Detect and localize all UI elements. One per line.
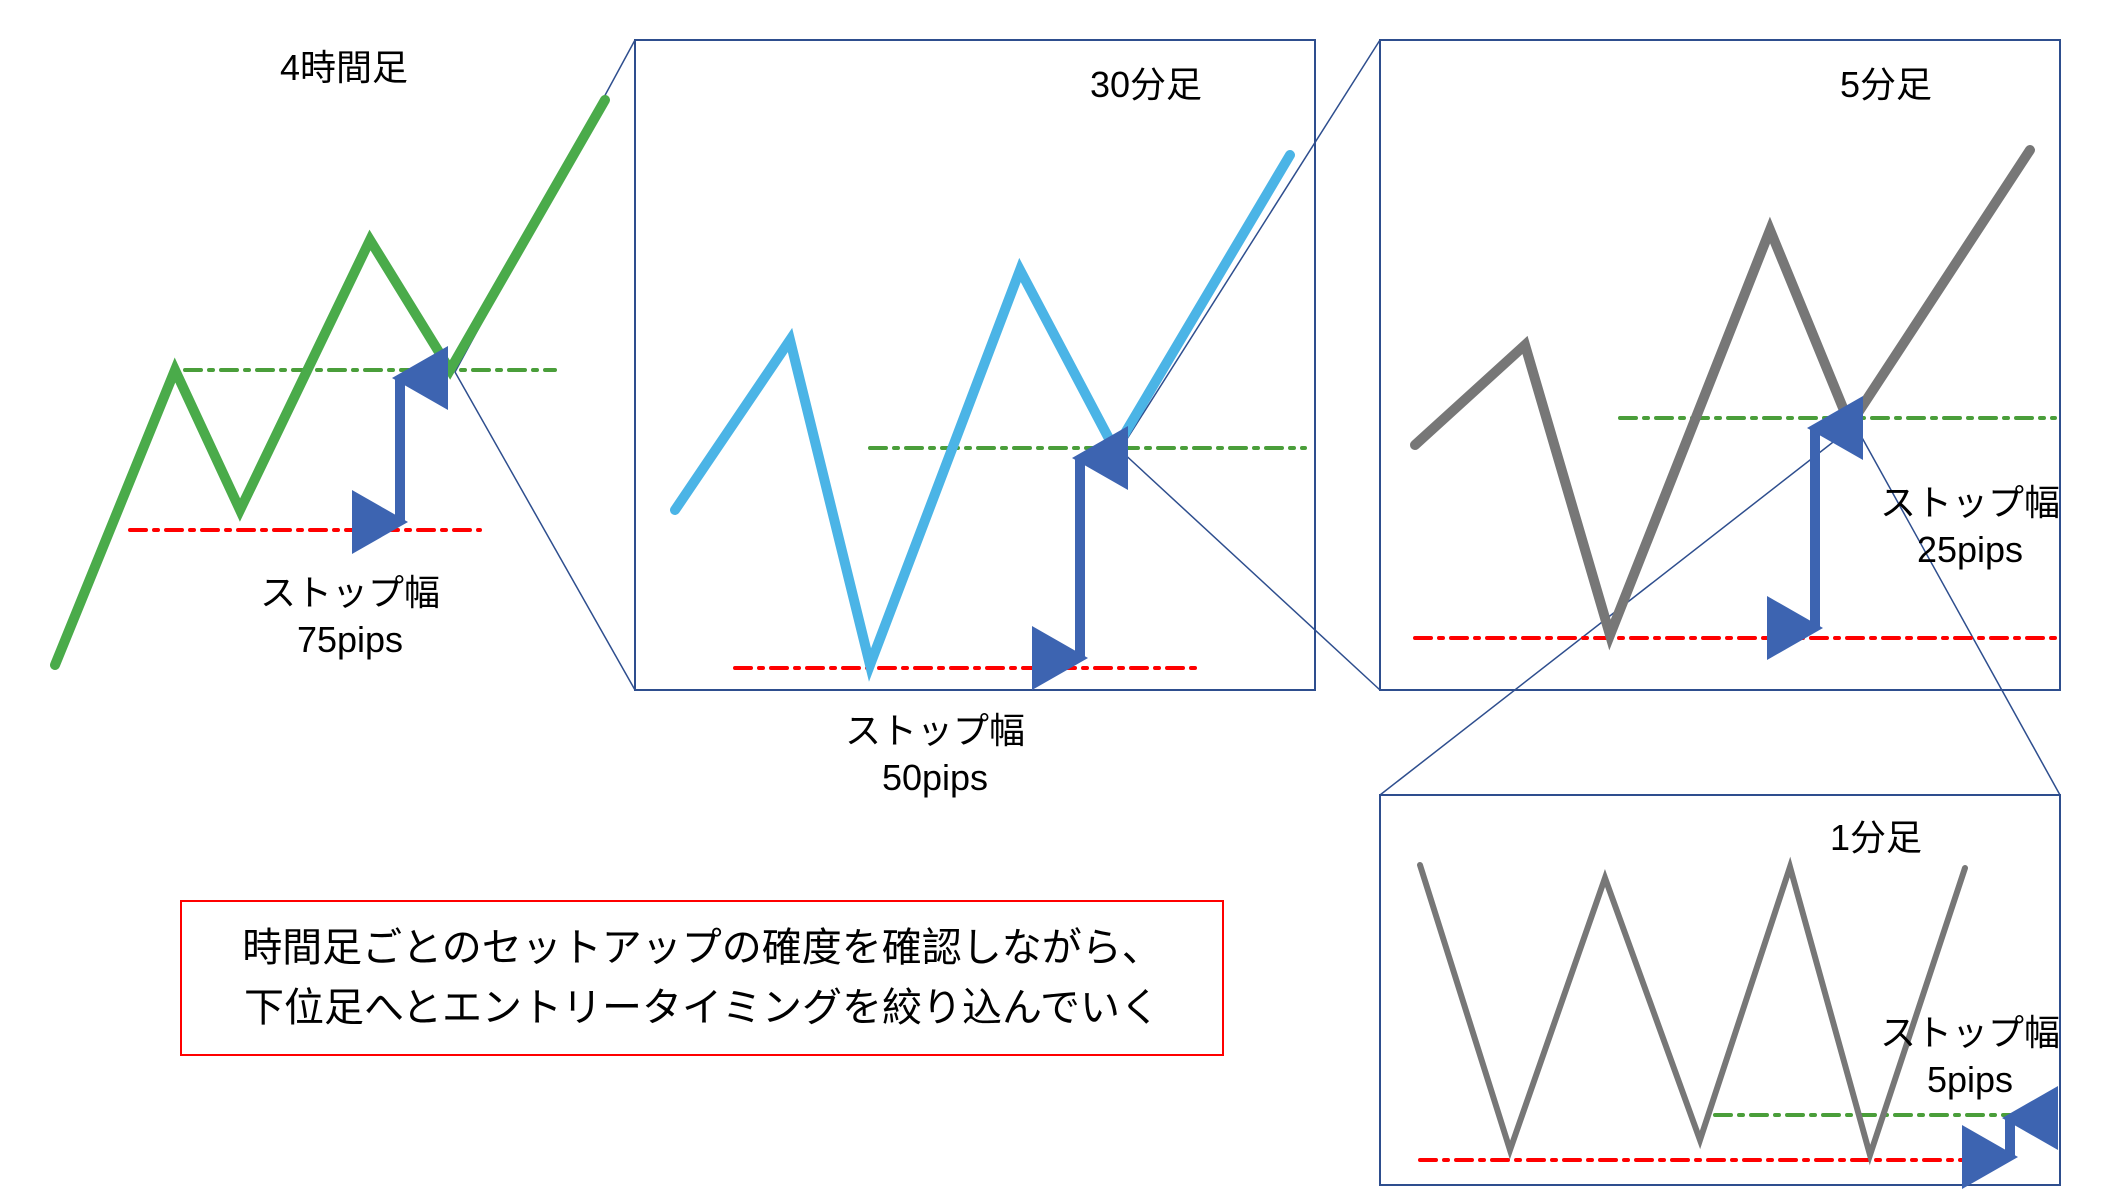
- panel-title-m5: 5分足: [1840, 62, 1932, 109]
- panel-title-m30: 30分足: [1090, 62, 1202, 109]
- stop-label-m1-l2: 5pips: [1927, 1059, 2013, 1100]
- stop-label-h4-l1: ストップ幅: [260, 572, 440, 613]
- stop-label-h4: ストップ幅 75pips: [260, 570, 440, 664]
- panel-title-h4: 4時間足: [280, 45, 408, 92]
- stop-label-h4-l2: 75pips: [297, 619, 403, 660]
- callout-box: 時間足ごとのセットアップの確度を確認しながら、 下位足へとエントリータイミングを…: [180, 900, 1224, 1056]
- stop-label-m30-l2: 50pips: [882, 757, 988, 798]
- stop-label-m1: ストップ幅 5pips: [1880, 1010, 2060, 1104]
- stop-label-m5: ストップ幅 25pips: [1880, 480, 2060, 574]
- panel-title-m1: 1分足: [1830, 815, 1922, 862]
- stop-label-m5-l1: ストップ幅: [1880, 482, 2060, 523]
- stop-label-m30-l1: ストップ幅: [845, 710, 1025, 751]
- stop-label-m5-l2: 25pips: [1917, 529, 2023, 570]
- stop-label-m1-l1: ストップ幅: [1880, 1012, 2060, 1053]
- stop-label-m30: ストップ幅 50pips: [845, 708, 1025, 802]
- callout-line1: 時間足ごとのセットアップの確度を確認しながら、: [242, 926, 1162, 970]
- callout-line2: 下位足へとエントリータイミングを絞り込んでいく: [244, 986, 1160, 1030]
